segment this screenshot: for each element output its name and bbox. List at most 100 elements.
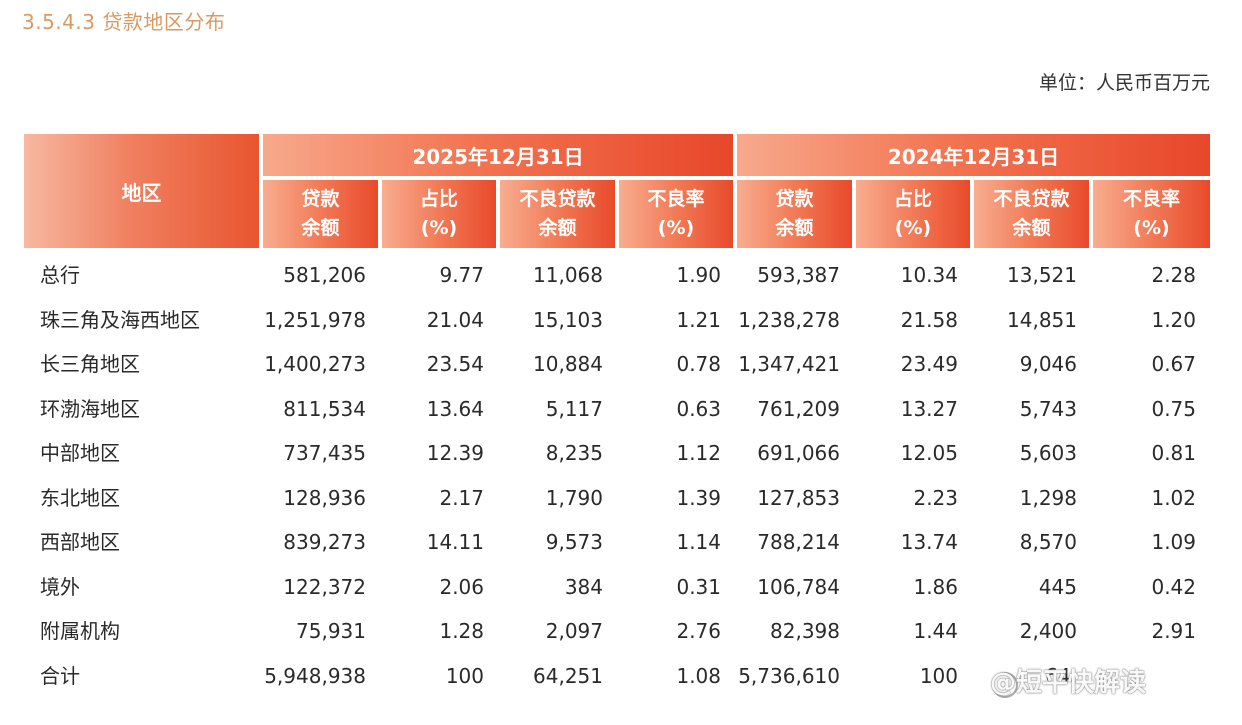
subheader-npl-balance-2024: 不良贷款 余额 [974, 180, 1089, 248]
share-2025-cell: 9.77 [439, 263, 484, 287]
npl-ratio-2025-cell: 1.12 [676, 441, 721, 465]
share-2024-cell: 12.05 [900, 441, 958, 465]
table-row: 环渤海地区 811,534 13.64 5,117 0.63 761,209 13.27 5,… [24, 387, 1210, 431]
share-2025-cell: 13.64 [426, 396, 484, 421]
npl-ratio-2024-cell: 0.67 [1151, 352, 1196, 376]
share-2025-cell: 2.17 [439, 485, 484, 510]
loan-balance-2025-cell: 839,273 [283, 530, 366, 554]
npl-ratio-2025-cell: 0.78 [676, 352, 721, 376]
table-row: 境外 122,372 2.06 384 0.31 106,784 1.86 445 0.42 [24, 565, 1210, 609]
npl-ratio-2024-cell: 0.75 [1151, 396, 1196, 421]
npl-balance-2025-cell: 384 [564, 574, 603, 599]
table-row: 西部地区 839,273 14.11 9,573 1.14 788,214 13.74 8,5… [24, 520, 1210, 564]
loan-balance-2025-cell: 122,372 [283, 574, 366, 599]
loan-balance-2024-cell: 691,066 [757, 441, 840, 465]
share-2024-cell: 13.27 [900, 396, 958, 421]
table-header-2024: 2024年12月31日 [737, 134, 1210, 176]
npl-ratio-2025-cell: 0.63 [676, 396, 721, 421]
region-cell: 总行 [40, 263, 80, 287]
share-2024-cell: 10.34 [900, 263, 958, 287]
share-2024-cell: 13.74 [900, 530, 958, 554]
loan-balance-2025-cell: 5,948,938 [264, 663, 366, 688]
table-row: 总行 581,206 9.77 11,068 1.90 593,387 10.34 13,52… [24, 253, 1210, 297]
share-2024-cell: 2.23 [913, 485, 958, 510]
npl-ratio-2025-cell: 1.90 [676, 263, 721, 287]
npl-balance-2024-cell: 13,521 [1007, 263, 1077, 287]
npl-ratio-2025-cell: 1.39 [676, 485, 721, 510]
npl-ratio-2025-cell: 1.14 [676, 530, 721, 554]
region-cell: 附属机构 [40, 619, 120, 643]
subheader-loan-balance-2024: 贷款 余额 [737, 180, 852, 248]
loan-balance-2025-cell: 1,400,273 [264, 352, 366, 376]
npl-balance-2025-cell: 64,251 [533, 663, 603, 688]
npl-ratio-2025-cell: 1.21 [676, 307, 721, 332]
loan-balance-2024-cell: 127,853 [757, 485, 840, 510]
npl-ratio-2024-cell: 1.09 [1151, 530, 1196, 554]
npl-balance-2024-cell: 5,603 [1019, 441, 1077, 465]
npl-balance-2025-cell: 8,235 [545, 441, 603, 465]
npl-ratio-2024-cell: 0.42 [1151, 574, 1196, 599]
share-2025-cell: 23.54 [426, 352, 484, 376]
share-2025-cell: 12.39 [426, 441, 484, 465]
npl-balance-2025-cell: 10,884 [533, 352, 603, 376]
subheader-share-2024: 占比 (%) [856, 180, 970, 248]
npl-balance-2025-cell: 9,573 [545, 530, 603, 554]
npl-balance-2024-cell: 8,570 [1019, 530, 1077, 554]
npl-balance-2024-cell: 9,046 [1019, 352, 1077, 376]
table-row: 东北地区 128,936 2.17 1,790 1.39 127,853 2.23 1,298… [24, 476, 1210, 520]
loan-balance-2024-cell: 106,784 [757, 574, 840, 599]
npl-balance-2024-cell: 5,743 [1019, 396, 1077, 421]
npl-balance-2024-cell: 1,298 [1019, 485, 1077, 510]
region-cell: 境外 [40, 574, 80, 599]
loan-balance-2024-cell: 1,238,278 [738, 307, 840, 332]
table-header-region: 地区 [24, 134, 259, 248]
table-row: 中部地区 737,435 12.39 8,235 1.12 691,066 12.05 5,6… [24, 431, 1210, 475]
share-2025-cell: 100 [445, 663, 484, 688]
loan-balance-2024-cell: 5,736,610 [738, 663, 840, 688]
table-row: 珠三角及海西地区 1,251,978 21.04 15,103 1.21 1,238,27… [24, 298, 1210, 342]
loan-balance-2024-cell: 761,209 [757, 396, 840, 421]
npl-balance-2024-cell: 64, [1045, 663, 1077, 688]
region-cell: 环渤海地区 [40, 396, 140, 421]
npl-ratio-2025-cell: 0.31 [676, 574, 721, 599]
watermark-logo-icon [992, 672, 1018, 698]
npl-balance-2025-cell: 1,790 [545, 485, 603, 510]
share-2025-cell: 1.28 [439, 619, 484, 643]
npl-ratio-2024-cell: 0.81 [1151, 441, 1196, 465]
table-row: 附属机构 75,931 1.28 2,097 2.76 82,398 1.44 2,400 2.… [24, 609, 1210, 653]
section-title: 3.5.4.3 贷款地区分布 [22, 10, 226, 34]
loan-balance-2024-cell: 593,387 [757, 263, 840, 287]
share-2025-cell: 14.11 [426, 530, 484, 554]
npl-ratio-2025-cell: 1.08 [676, 663, 721, 688]
npl-balance-2025-cell: 15,103 [533, 307, 603, 332]
subheader-npl-ratio-2024: 不良率 (%) [1093, 180, 1210, 248]
region-cell: 东北地区 [40, 485, 120, 510]
npl-balance-2025-cell: 2,097 [545, 619, 603, 643]
npl-ratio-2024-cell: 2.28 [1151, 263, 1196, 287]
subheader-npl-balance-2025: 不良贷款 余额 [500, 180, 615, 248]
table-header-2025: 2025年12月31日 [263, 134, 733, 176]
loan-balance-2025-cell: 128,936 [283, 485, 366, 510]
npl-balance-2025-cell: 11,068 [533, 263, 603, 287]
region-cell: 珠三角及海西地区 [40, 307, 200, 332]
unit-label: 单位：人民币百万元 [1038, 72, 1210, 94]
npl-balance-2024-cell: 14,851 [1007, 307, 1077, 332]
share-2024-cell: 21.58 [900, 307, 958, 332]
npl-ratio-2025-cell: 2.76 [676, 619, 721, 643]
share-2024-cell: 1.44 [913, 619, 958, 643]
loan-balance-2025-cell: 737,435 [283, 441, 366, 465]
table-row: 合计 5,948,938 100 64,251 1.08 5,736,610 100 64, [24, 654, 1210, 698]
region-cell: 合计 [40, 663, 80, 688]
share-2024-cell: 1.86 [913, 574, 958, 599]
loan-balance-2024-cell: 788,214 [757, 530, 840, 554]
region-cell: 中部地区 [40, 441, 120, 465]
npl-ratio-2024-cell: 1.20 [1151, 307, 1196, 332]
npl-balance-2024-cell: 445 [1038, 574, 1077, 599]
loan-balance-2024-cell: 1,347,421 [738, 352, 840, 376]
loan-balance-2024-cell: 82,398 [770, 619, 840, 643]
share-2024-cell: 100 [919, 663, 958, 688]
share-2025-cell: 2.06 [439, 574, 484, 599]
npl-balance-2025-cell: 5,117 [545, 396, 603, 421]
loan-balance-2025-cell: 1,251,978 [264, 307, 366, 332]
npl-ratio-2024-cell: 2.91 [1151, 619, 1196, 643]
